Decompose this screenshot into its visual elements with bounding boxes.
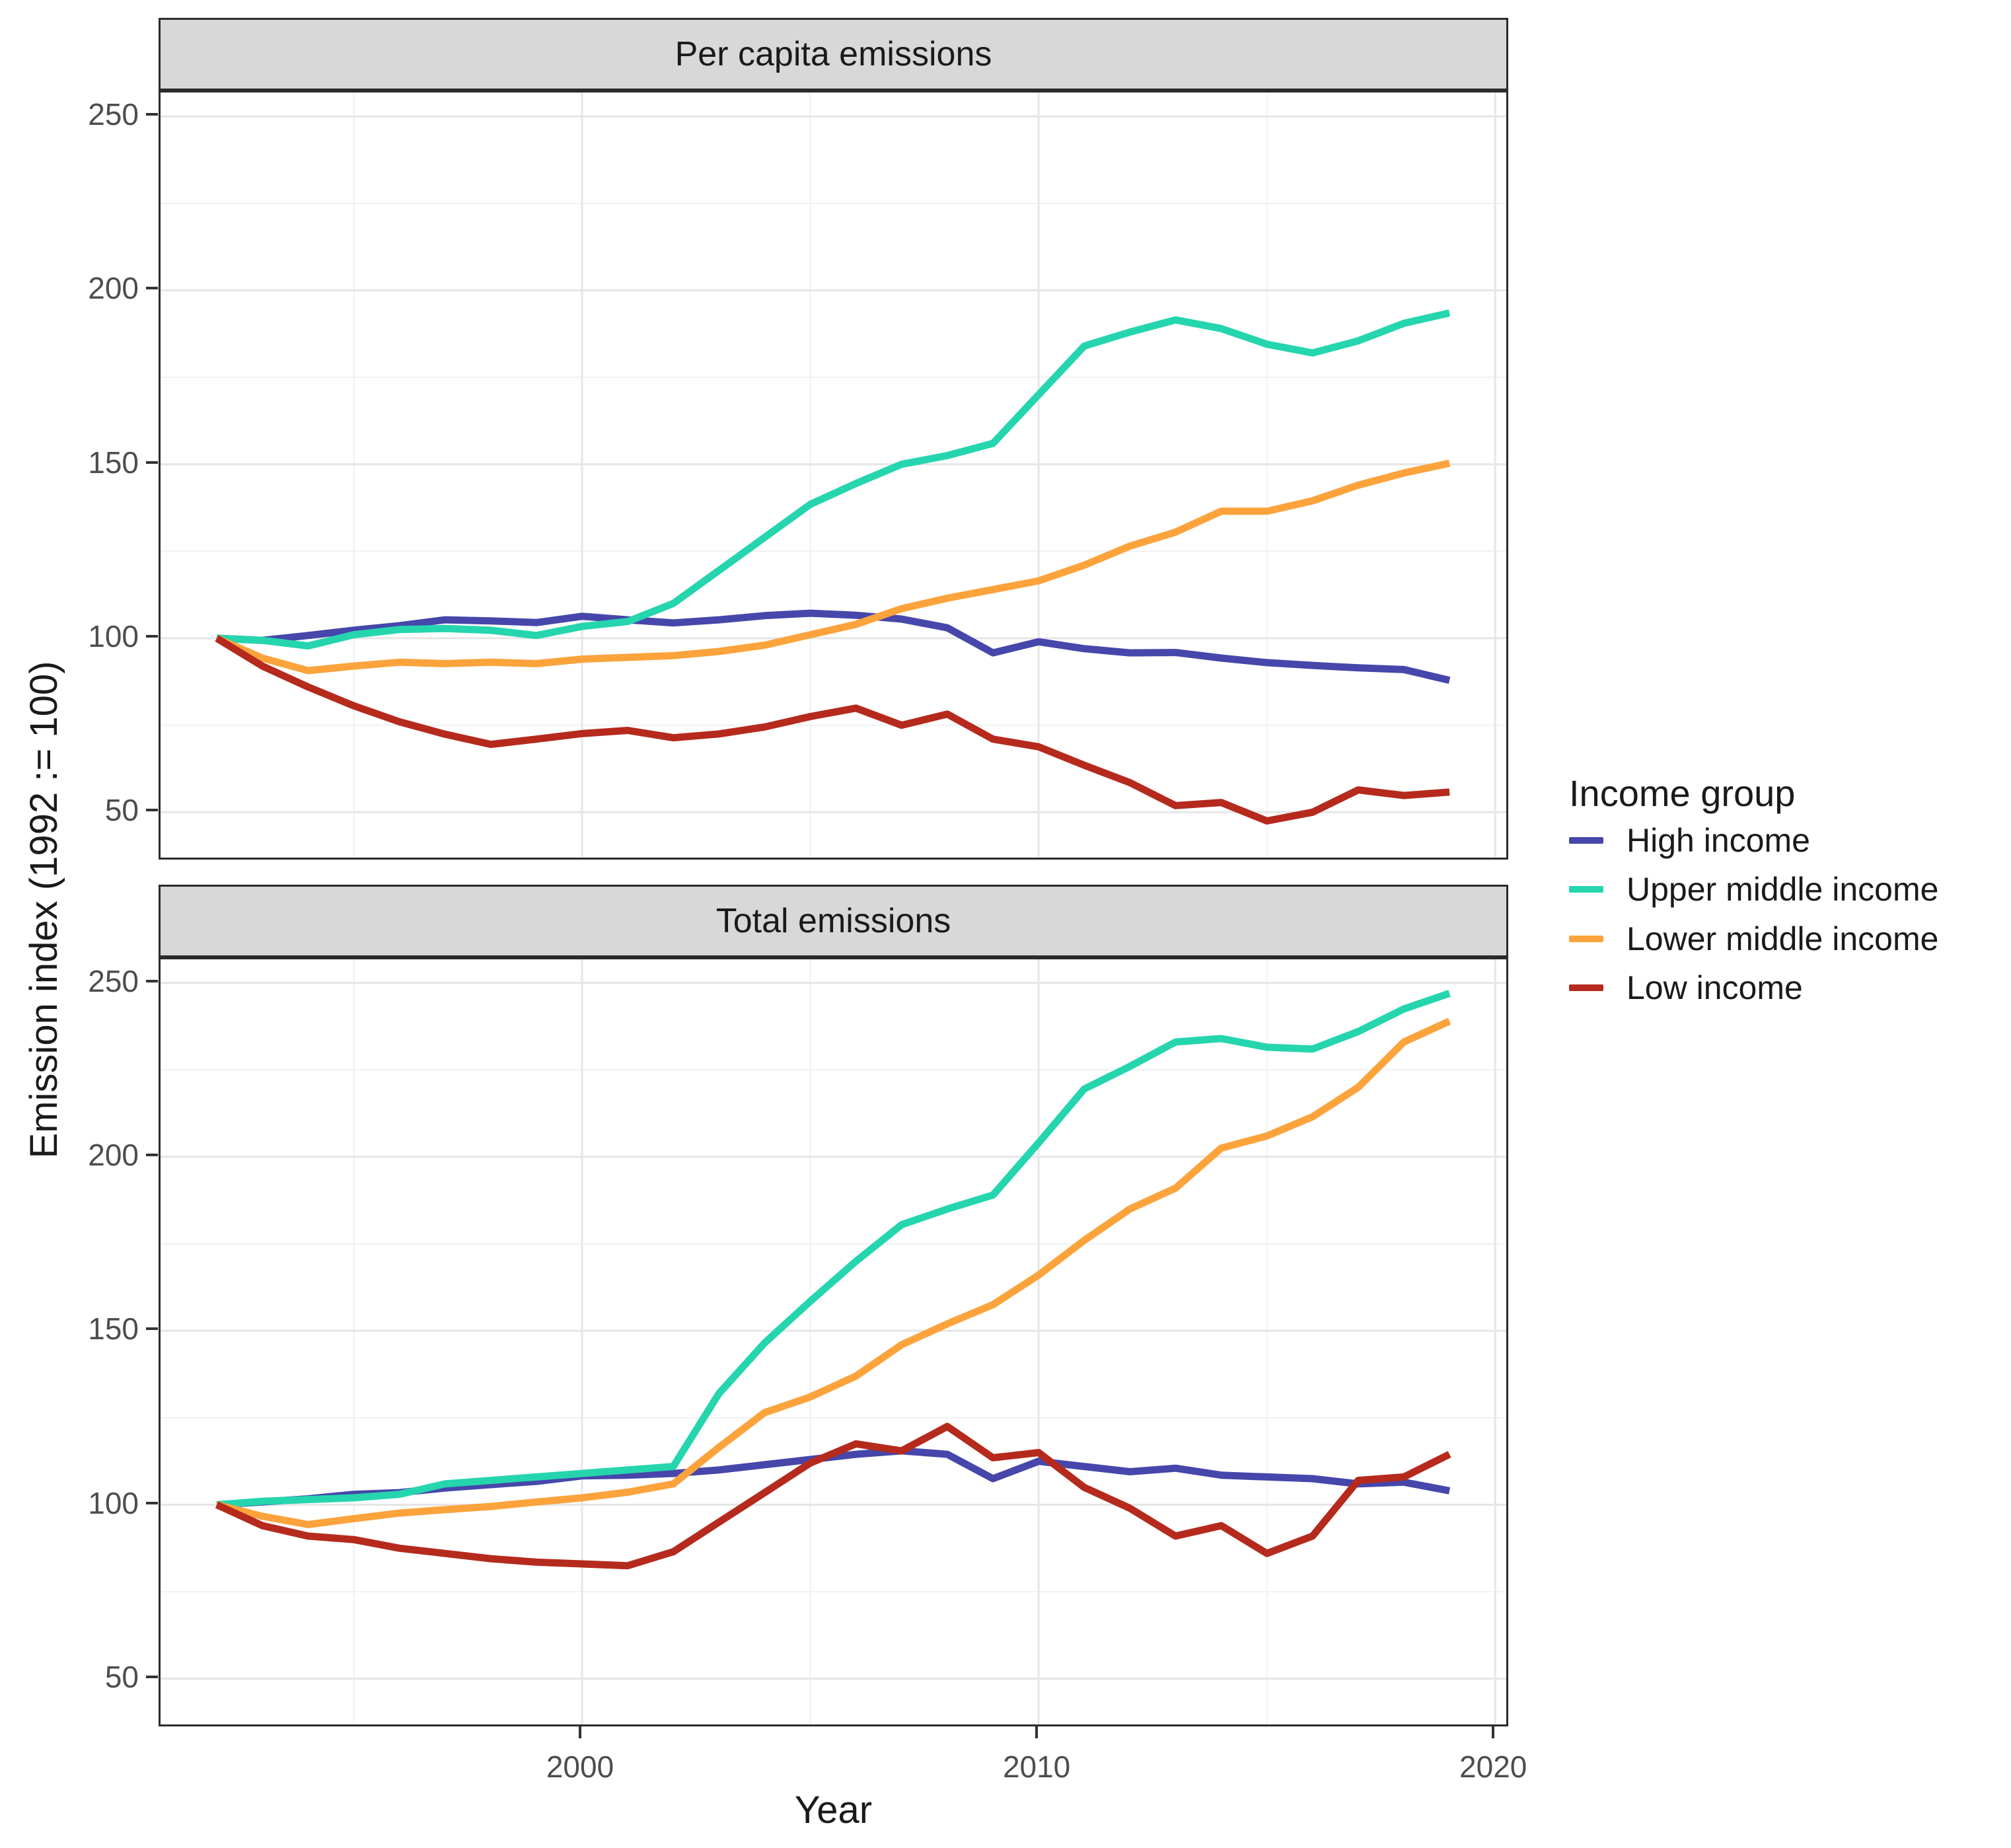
legend-swatch-lower-middle-income [1569,936,1603,942]
y-tick-label: 250 [88,97,139,132]
x-tick-label: 2000 [546,1750,614,1784]
y-tick-label: 250 [88,963,139,998]
legend-swatch-upper-middle-income [1569,886,1603,893]
facet-strip-total: Total emissions [159,885,1508,957]
y-tick-label: 100 [88,1485,139,1520]
legend-label-upper-middle-income: Upper middle income [1627,871,1939,908]
y-tick-mark [146,979,158,982]
x-tick-mark [1035,1726,1039,1738]
line-lower-middle-income [215,1017,1451,1528]
line-high-income [216,609,1451,684]
legend-label-high-income: High income [1627,822,1810,859]
line-upper-middle-income [216,990,1451,1508]
x-tick-label: 2010 [1002,1750,1071,1784]
facet-strip-label: Total emissions [715,902,951,940]
plot-area [161,959,1506,1724]
legend-label-lower-middle-income: Lower middle income [1627,920,1939,957]
facet-strip-label: Per capita emissions [675,35,992,73]
y-tick-label: 200 [88,271,139,306]
y-tick-label: 50 [104,793,139,828]
panel-per-capita-emissions [159,91,1508,860]
legend-title: Income group [1569,772,1796,814]
y-tick-mark [146,287,158,290]
x-axis-title: Year [794,1789,873,1831]
y-tick-mark [146,1153,158,1156]
y-tick-mark [146,461,158,464]
panel-total-emissions [159,957,1508,1726]
line-low-income [215,1423,1451,1570]
y-tick-mark [146,1327,158,1331]
line-lower-middle-income [215,459,1451,675]
legend-swatch-low-income [1569,984,1603,991]
legend-label-low-income: Low income [1627,969,1803,1006]
plot-area [161,92,1506,858]
legend-swatch-high-income [1569,837,1603,844]
y-tick-mark [146,1501,158,1504]
y-tick-label: 100 [88,619,139,653]
line-upper-middle-income [216,309,1451,650]
x-tick-mark [1492,1726,1495,1738]
facet-strip-per-capita: Per capita emissions [159,18,1508,91]
y-tick-label: 150 [88,445,139,480]
y-tick-label: 50 [104,1659,139,1694]
y-tick-mark [146,113,158,116]
line-low-income [215,635,1450,825]
y-tick-label: 150 [88,1312,139,1347]
x-tick-label: 2020 [1459,1750,1527,1784]
y-tick-mark [146,809,158,812]
x-tick-mark [579,1726,581,1738]
y-tick-mark [146,635,158,638]
y-tick-mark [146,1675,158,1678]
y-tick-label: 200 [88,1137,139,1172]
